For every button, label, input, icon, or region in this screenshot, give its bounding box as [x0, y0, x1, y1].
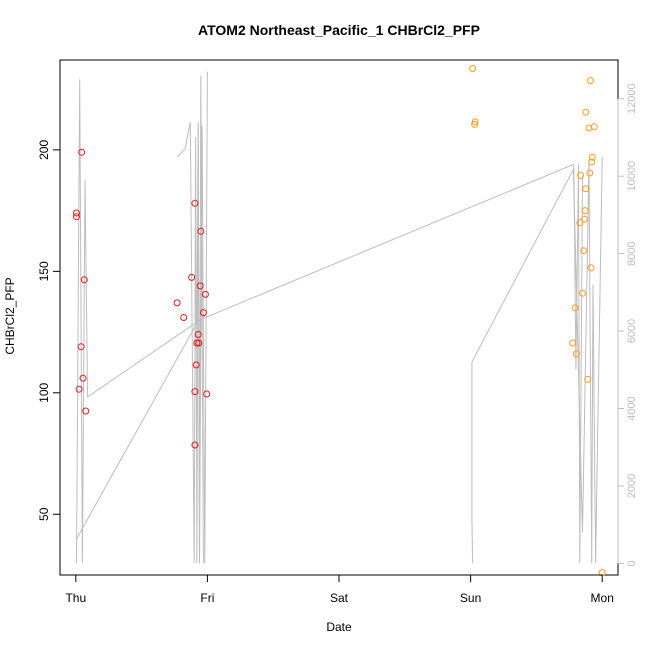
x-tick-label-0: Thu	[65, 591, 86, 605]
data-point-red-22	[203, 390, 211, 398]
data-point-orange-20	[588, 153, 596, 161]
data-point-red-10	[188, 273, 196, 281]
data-point-orange-13	[582, 185, 590, 193]
data-point-red-14	[192, 361, 200, 369]
data-point-red-13	[191, 441, 199, 449]
data-point-orange-11	[581, 207, 589, 215]
y2-tick-label-3: 6000	[626, 319, 638, 343]
data-point-red-17	[195, 339, 203, 347]
data-point-orange-18	[587, 264, 595, 272]
data-point-red-18	[196, 282, 204, 290]
data-point-red-8	[173, 299, 181, 307]
y2-tick-label-1: 2000	[626, 474, 638, 498]
y-tick-label-3: 200	[37, 140, 51, 160]
x-axis: Thu Fri Sat Sun Mon	[65, 574, 614, 605]
points-layer	[73, 65, 606, 577]
data-point-orange-6	[576, 219, 584, 227]
data-point-red-15	[193, 339, 201, 347]
y2-tick-label-0: 0	[626, 560, 638, 566]
data-point-orange-9	[580, 247, 588, 255]
x-tick-label-2: Sat	[330, 591, 349, 605]
x-axis-label: Date	[326, 620, 352, 634]
line-series-0	[76, 79, 603, 564]
data-point-red-5	[79, 374, 87, 382]
y2-tick-label-4: 8000	[626, 241, 638, 265]
x-tick-label-4: Mon	[591, 591, 614, 605]
x-tick-label-1: Fri	[200, 591, 214, 605]
data-point-red-6	[80, 276, 88, 284]
data-point-red-0	[73, 209, 80, 217]
data-point-orange-15	[585, 124, 593, 132]
line-series-1	[75, 71, 208, 564]
data-point-orange-17	[586, 77, 594, 85]
data-point-red-11	[191, 199, 199, 207]
data-point-orange-12	[582, 108, 590, 116]
y2-tick-label-2: 4000	[626, 396, 638, 420]
data-point-red-21	[201, 290, 209, 298]
data-point-orange-19	[588, 158, 596, 166]
data-point-orange-7	[577, 171, 584, 179]
data-point-orange-4	[571, 304, 579, 312]
y-tick-label-1: 100	[37, 382, 51, 402]
chart-title: ATOM2 Northeast_Pacific_1 CHBrCl2_PFP	[198, 22, 480, 38]
data-point-red-20	[199, 309, 207, 317]
plot-frame	[59, 59, 619, 576]
data-point-orange-21	[590, 123, 598, 131]
data-point-orange-10	[580, 215, 588, 223]
data-point-orange-14	[584, 375, 592, 383]
y2-tick-label-6: 12000	[626, 83, 638, 114]
data-point-orange-5	[573, 350, 580, 358]
data-point-orange-0	[469, 65, 477, 72]
y-axis: 50 100 150 200	[37, 140, 61, 521]
line-series-3	[471, 164, 583, 564]
data-point-orange-8	[579, 289, 586, 297]
y-tick-label-2: 150	[37, 261, 51, 281]
data-point-red-16	[194, 331, 202, 338]
data-point-red-2	[75, 385, 83, 393]
y-axis-label: CHBrCl2_PFP	[3, 277, 17, 354]
y2-tick-label-5: 10000	[626, 161, 638, 192]
line-series-2	[176, 75, 204, 564]
data-point-red-4	[78, 148, 86, 156]
data-point-red-9	[180, 314, 188, 321]
x-tick-label-3: Sun	[460, 591, 481, 605]
data-point-red-19	[197, 227, 205, 235]
data-point-orange-16	[586, 169, 594, 177]
data-point-red-7	[82, 407, 90, 415]
data-point-orange-2	[471, 118, 479, 126]
data-point-red-1	[73, 213, 80, 221]
data-point-red-12	[191, 388, 199, 396]
y2-axis: 0 2000 4000 6000 8000 10000 12000	[617, 83, 638, 566]
y-tick-label-0: 50	[37, 507, 51, 521]
lines-layer	[75, 71, 603, 564]
data-point-red-3	[77, 343, 85, 351]
data-point-orange-3	[569, 339, 577, 347]
